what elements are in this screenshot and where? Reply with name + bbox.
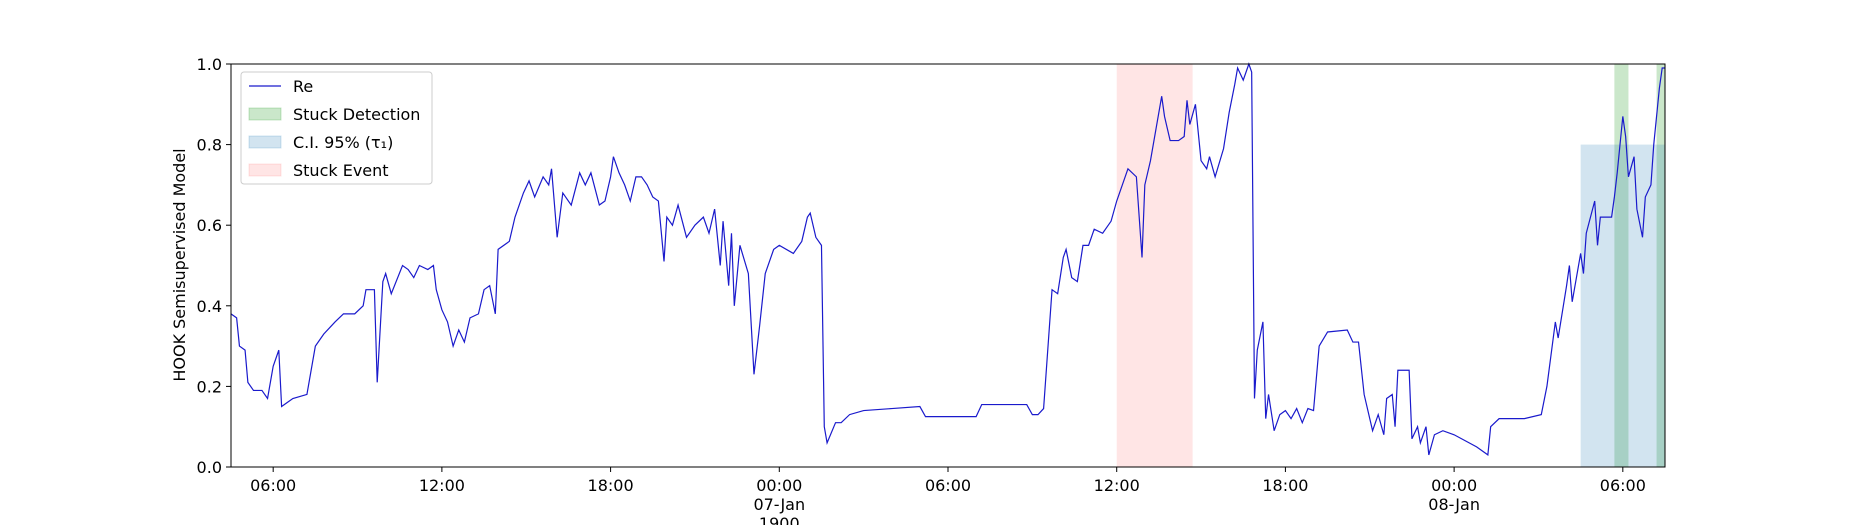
legend: Re Stuck Detection C.I. 95% (τ₁) Stuck Even… — [240, 71, 433, 185]
y-tick-label: 0.4 — [197, 297, 222, 316]
x-tick-label: 12:00 — [1094, 476, 1140, 495]
x-tick-label: 06:00 — [1600, 476, 1646, 495]
legend-swatch — [248, 107, 282, 121]
span — [1656, 64, 1665, 467]
span — [1580, 144, 1665, 467]
legend-label: Re — [293, 77, 313, 96]
y-tick-label: 0.0 — [197, 458, 222, 477]
x-tick-label: 06:00 — [925, 476, 971, 495]
y-tick-label: 0.6 — [197, 216, 222, 235]
x-tick-label: 12:00 — [419, 476, 465, 495]
y-axis-label: HOOK Semisupervised Model — [170, 148, 189, 381]
y-tick-label: 0.8 — [197, 136, 222, 155]
legend-label: Stuck Event — [293, 161, 389, 180]
x-tick-label: 18:00 — [1262, 476, 1308, 495]
y-tick-label: 1.0 — [197, 55, 222, 74]
x-tick-label: 00:00 08-Jan — [1428, 476, 1480, 514]
legend-label: C.I. 95% (τ₁) — [293, 133, 393, 152]
x-tick-label: 06:00 — [250, 476, 296, 495]
data-line — [230, 62, 1665, 457]
axes-frame — [230, 63, 1666, 468]
legend-swatch — [248, 135, 282, 149]
legend-frame — [240, 71, 433, 185]
y-tick-label: 0.2 — [197, 377, 222, 396]
legend-swatch — [248, 163, 282, 177]
span — [1116, 64, 1193, 467]
x-tick-label: 00:00 07-Jan 1900 — [753, 476, 805, 525]
legend-label: Stuck Detection — [293, 105, 420, 124]
x-tick-label: 18:00 — [588, 476, 634, 495]
